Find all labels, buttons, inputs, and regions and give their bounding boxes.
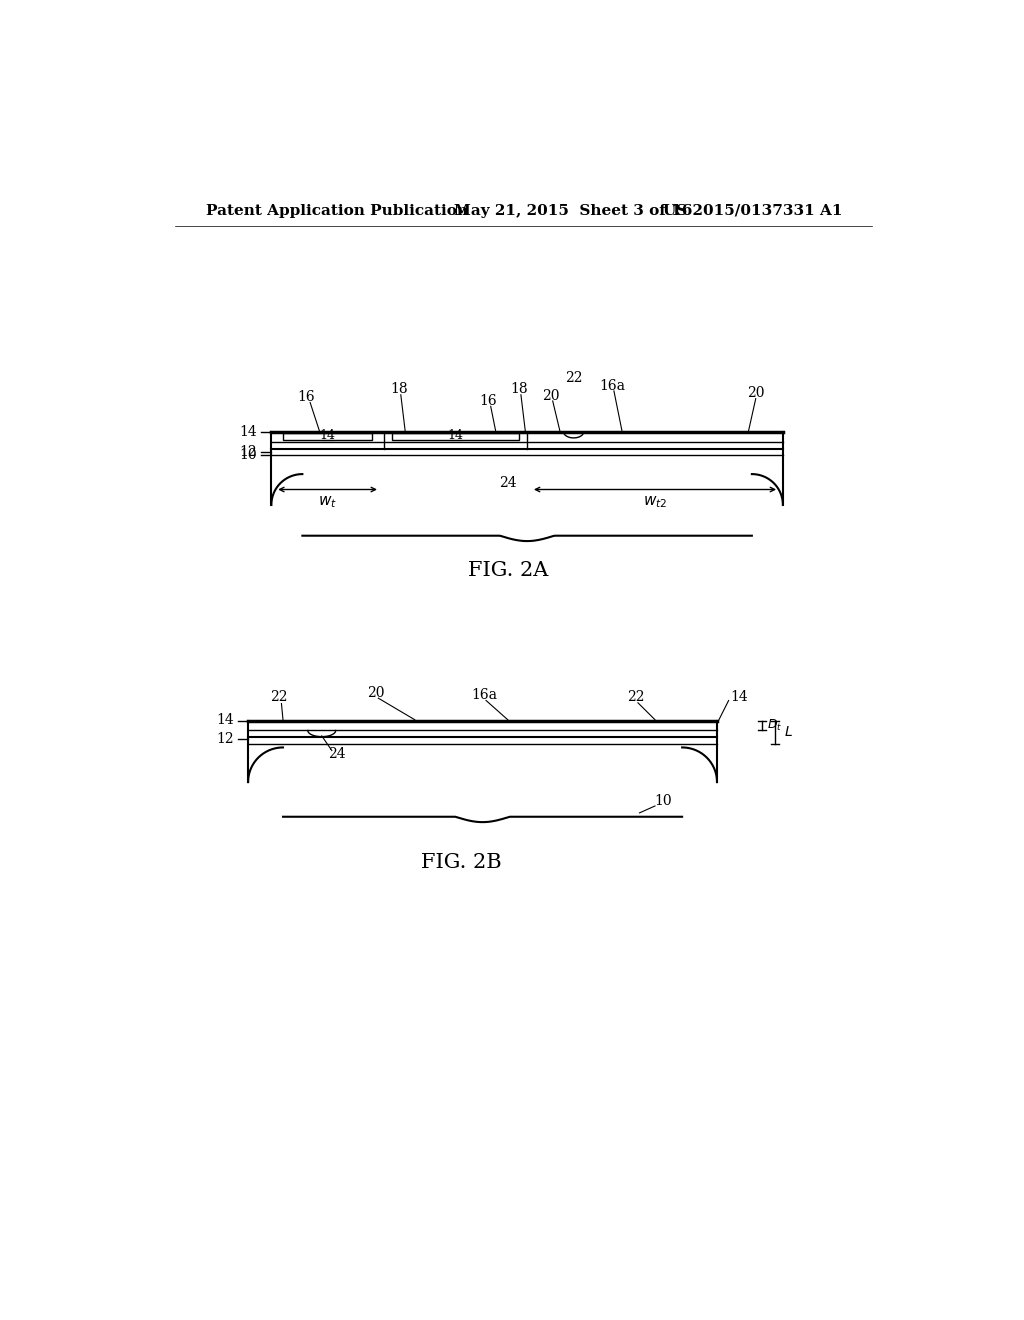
Text: 20: 20: [368, 686, 385, 700]
Text: 14: 14: [730, 690, 748, 705]
Text: US 2015/0137331 A1: US 2015/0137331 A1: [663, 203, 843, 218]
Text: Patent Application Publication: Patent Application Publication: [206, 203, 468, 218]
Text: $w_{t2}$: $w_{t2}$: [643, 494, 668, 510]
Text: 22: 22: [270, 690, 288, 705]
Text: $D_t$: $D_t$: [767, 718, 782, 733]
Text: 14: 14: [447, 429, 464, 442]
Text: May 21, 2015  Sheet 3 of 16: May 21, 2015 Sheet 3 of 16: [454, 203, 692, 218]
Text: 22: 22: [565, 371, 583, 385]
Bar: [283, 433, 372, 441]
Text: 14: 14: [216, 714, 234, 727]
Text: 20: 20: [542, 388, 559, 403]
Text: 18: 18: [511, 383, 528, 396]
Text: 18: 18: [390, 383, 408, 396]
Bar: [391, 433, 519, 441]
Text: 10: 10: [240, 447, 257, 462]
Text: $L$: $L$: [784, 725, 794, 739]
Text: 16a: 16a: [599, 379, 626, 392]
Text: 12: 12: [240, 445, 257, 459]
Text: FIG. 2A: FIG. 2A: [468, 561, 548, 579]
Text: 20: 20: [746, 387, 765, 400]
Text: 14: 14: [240, 425, 257, 438]
Text: 12: 12: [216, 733, 234, 746]
Text: 24: 24: [499, 477, 516, 490]
Text: 10: 10: [654, 795, 672, 808]
Text: 22: 22: [627, 690, 644, 705]
Text: 14: 14: [319, 429, 336, 442]
Text: 16: 16: [297, 391, 315, 404]
Text: FIG. 2B: FIG. 2B: [421, 854, 502, 873]
Text: 24: 24: [329, 747, 346, 762]
Text: 16: 16: [479, 393, 498, 408]
Text: $w_t$: $w_t$: [318, 494, 337, 510]
Text: 16a: 16a: [471, 688, 498, 702]
